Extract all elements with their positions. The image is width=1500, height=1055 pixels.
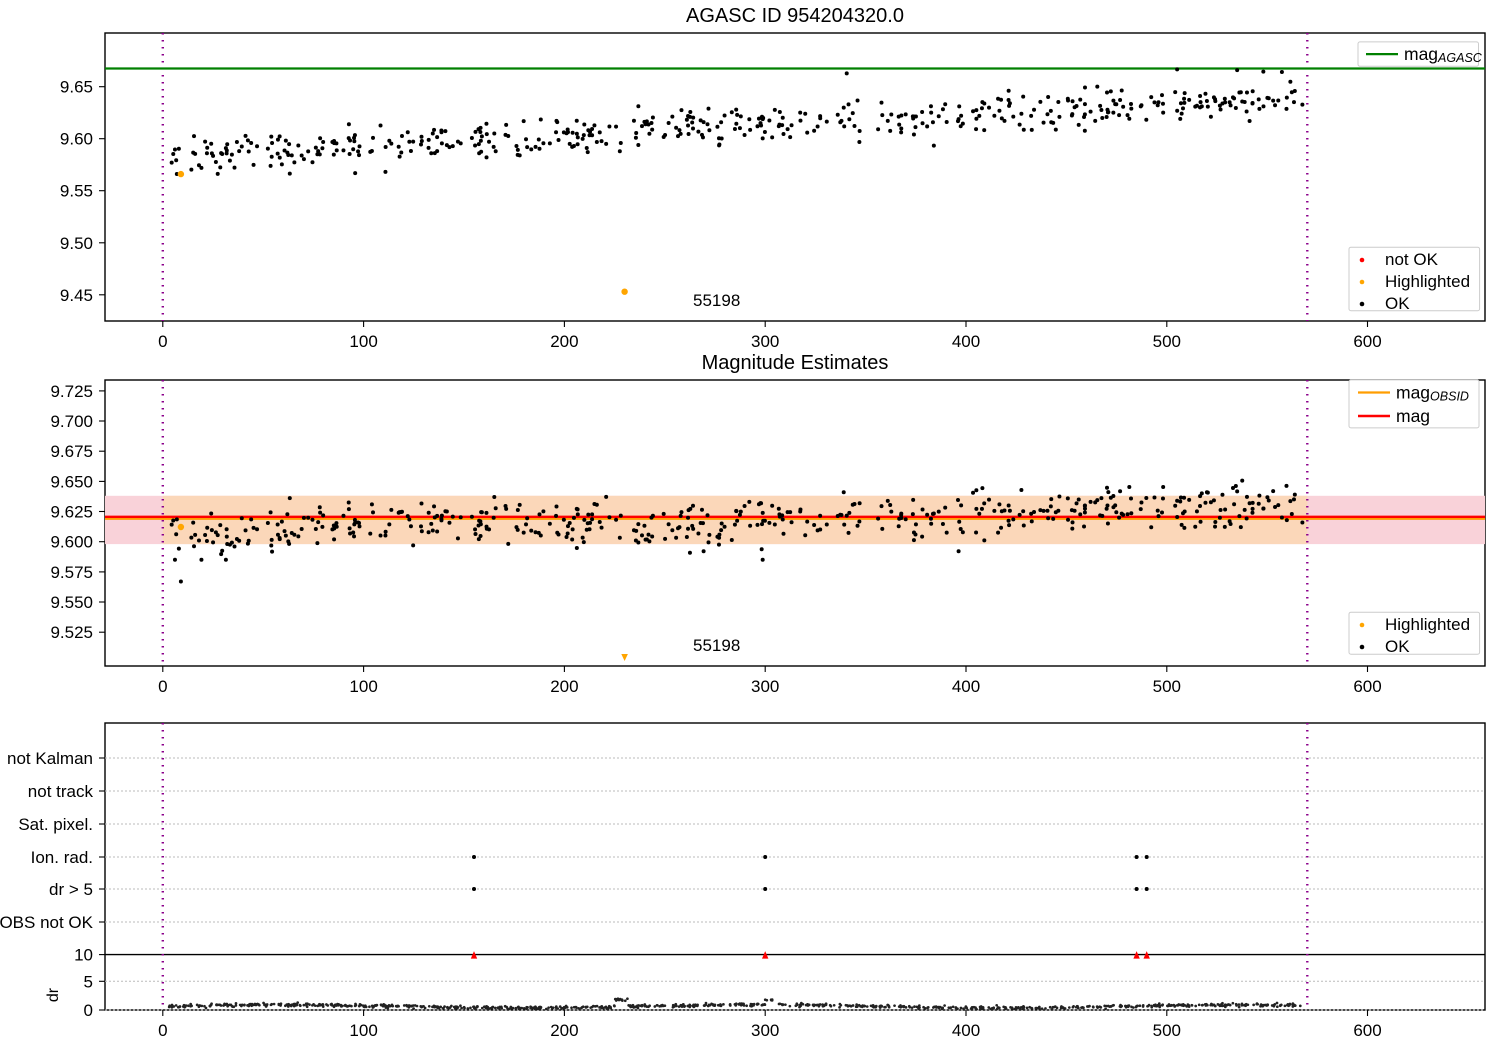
svg-text:dr > 5: dr > 5 <box>49 880 93 899</box>
svg-text:9.550: 9.550 <box>50 593 93 612</box>
svg-text:mag: mag <box>1396 406 1430 426</box>
svg-text:9.650: 9.650 <box>50 472 93 491</box>
svg-text:0: 0 <box>158 332 167 351</box>
svg-text:OBS not OK: OBS not OK <box>0 913 94 932</box>
svg-text:not OK: not OK <box>1385 250 1439 269</box>
svg-text:9.600: 9.600 <box>50 533 93 552</box>
svg-text:10: 10 <box>74 946 93 965</box>
svg-text:600: 600 <box>1353 1021 1381 1040</box>
svg-text:dr: dr <box>45 987 62 1002</box>
svg-text:Highlighted: Highlighted <box>1385 272 1470 291</box>
svg-text:200: 200 <box>550 332 578 351</box>
svg-text:200: 200 <box>550 1021 578 1040</box>
svg-text:OK: OK <box>1385 294 1410 313</box>
svg-text:9.525: 9.525 <box>50 623 93 642</box>
svg-text:300: 300 <box>751 332 779 351</box>
svg-text:100: 100 <box>349 1021 377 1040</box>
svg-text:AGASC ID 954204320.0: AGASC ID 954204320.0 <box>686 5 904 27</box>
svg-text:400: 400 <box>952 332 980 351</box>
svg-text:100: 100 <box>349 677 377 696</box>
svg-text:500: 500 <box>1153 677 1181 696</box>
svg-text:600: 600 <box>1353 677 1381 696</box>
svg-text:9.725: 9.725 <box>50 382 93 401</box>
svg-text:300: 300 <box>751 677 779 696</box>
svg-text:Sat. pixel.: Sat. pixel. <box>18 815 93 834</box>
svg-text:55198: 55198 <box>693 291 740 310</box>
svg-text:9.625: 9.625 <box>50 503 93 522</box>
svg-text:400: 400 <box>952 1021 980 1040</box>
svg-text:Highlighted: Highlighted <box>1385 615 1470 634</box>
svg-text:OK: OK <box>1385 637 1410 656</box>
svg-text:500: 500 <box>1153 332 1181 351</box>
svg-text:0: 0 <box>84 1001 93 1020</box>
svg-text:100: 100 <box>349 332 377 351</box>
svg-text:400: 400 <box>952 677 980 696</box>
svg-text:9.700: 9.700 <box>50 412 93 431</box>
svg-text:9.50: 9.50 <box>60 234 93 253</box>
svg-text:200: 200 <box>550 677 578 696</box>
svg-text:Magnitude Estimates: Magnitude Estimates <box>702 352 889 374</box>
svg-text:500: 500 <box>1153 1021 1181 1040</box>
svg-text:600: 600 <box>1353 332 1381 351</box>
svg-text:55198: 55198 <box>693 636 740 655</box>
svg-text:9.675: 9.675 <box>50 442 93 461</box>
svg-text:0: 0 <box>158 677 167 696</box>
svg-text:not Kalman: not Kalman <box>7 749 93 768</box>
svg-text:300: 300 <box>751 1021 779 1040</box>
svg-text:not track: not track <box>28 782 94 801</box>
svg-text:Ion. rad.: Ion. rad. <box>31 848 93 867</box>
svg-text:5: 5 <box>84 972 93 991</box>
svg-text:9.575: 9.575 <box>50 563 93 582</box>
svg-text:0: 0 <box>158 1021 167 1040</box>
svg-text:9.60: 9.60 <box>60 130 93 149</box>
svg-text:9.45: 9.45 <box>60 286 93 305</box>
svg-text:9.65: 9.65 <box>60 78 93 97</box>
svg-text:9.55: 9.55 <box>60 182 93 201</box>
